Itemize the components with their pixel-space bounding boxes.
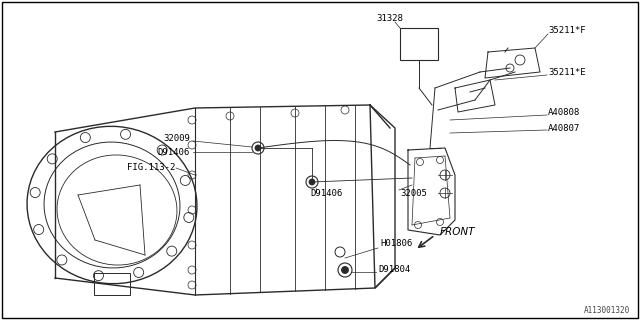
- Text: A113001320: A113001320: [584, 306, 630, 315]
- Text: FRONT: FRONT: [440, 227, 476, 237]
- Text: 31328: 31328: [376, 13, 403, 22]
- Bar: [400, 28, 438, 60]
- Text: D91406: D91406: [310, 188, 342, 197]
- Bar: [94, 273, 130, 295]
- Text: A40808: A40808: [548, 108, 580, 116]
- Text: 35211*E: 35211*E: [548, 68, 586, 76]
- Circle shape: [255, 145, 261, 151]
- Text: 32005: 32005: [400, 188, 427, 197]
- Text: H01806: H01806: [380, 238, 412, 247]
- Circle shape: [309, 179, 315, 185]
- Text: 32009: 32009: [163, 133, 190, 142]
- Text: D91406: D91406: [157, 148, 190, 156]
- Text: A40807: A40807: [548, 124, 580, 132]
- Text: FIG.113-2: FIG.113-2: [127, 163, 175, 172]
- Text: 35211*F: 35211*F: [548, 26, 586, 35]
- Text: D91804: D91804: [378, 266, 410, 275]
- Circle shape: [342, 267, 349, 274]
